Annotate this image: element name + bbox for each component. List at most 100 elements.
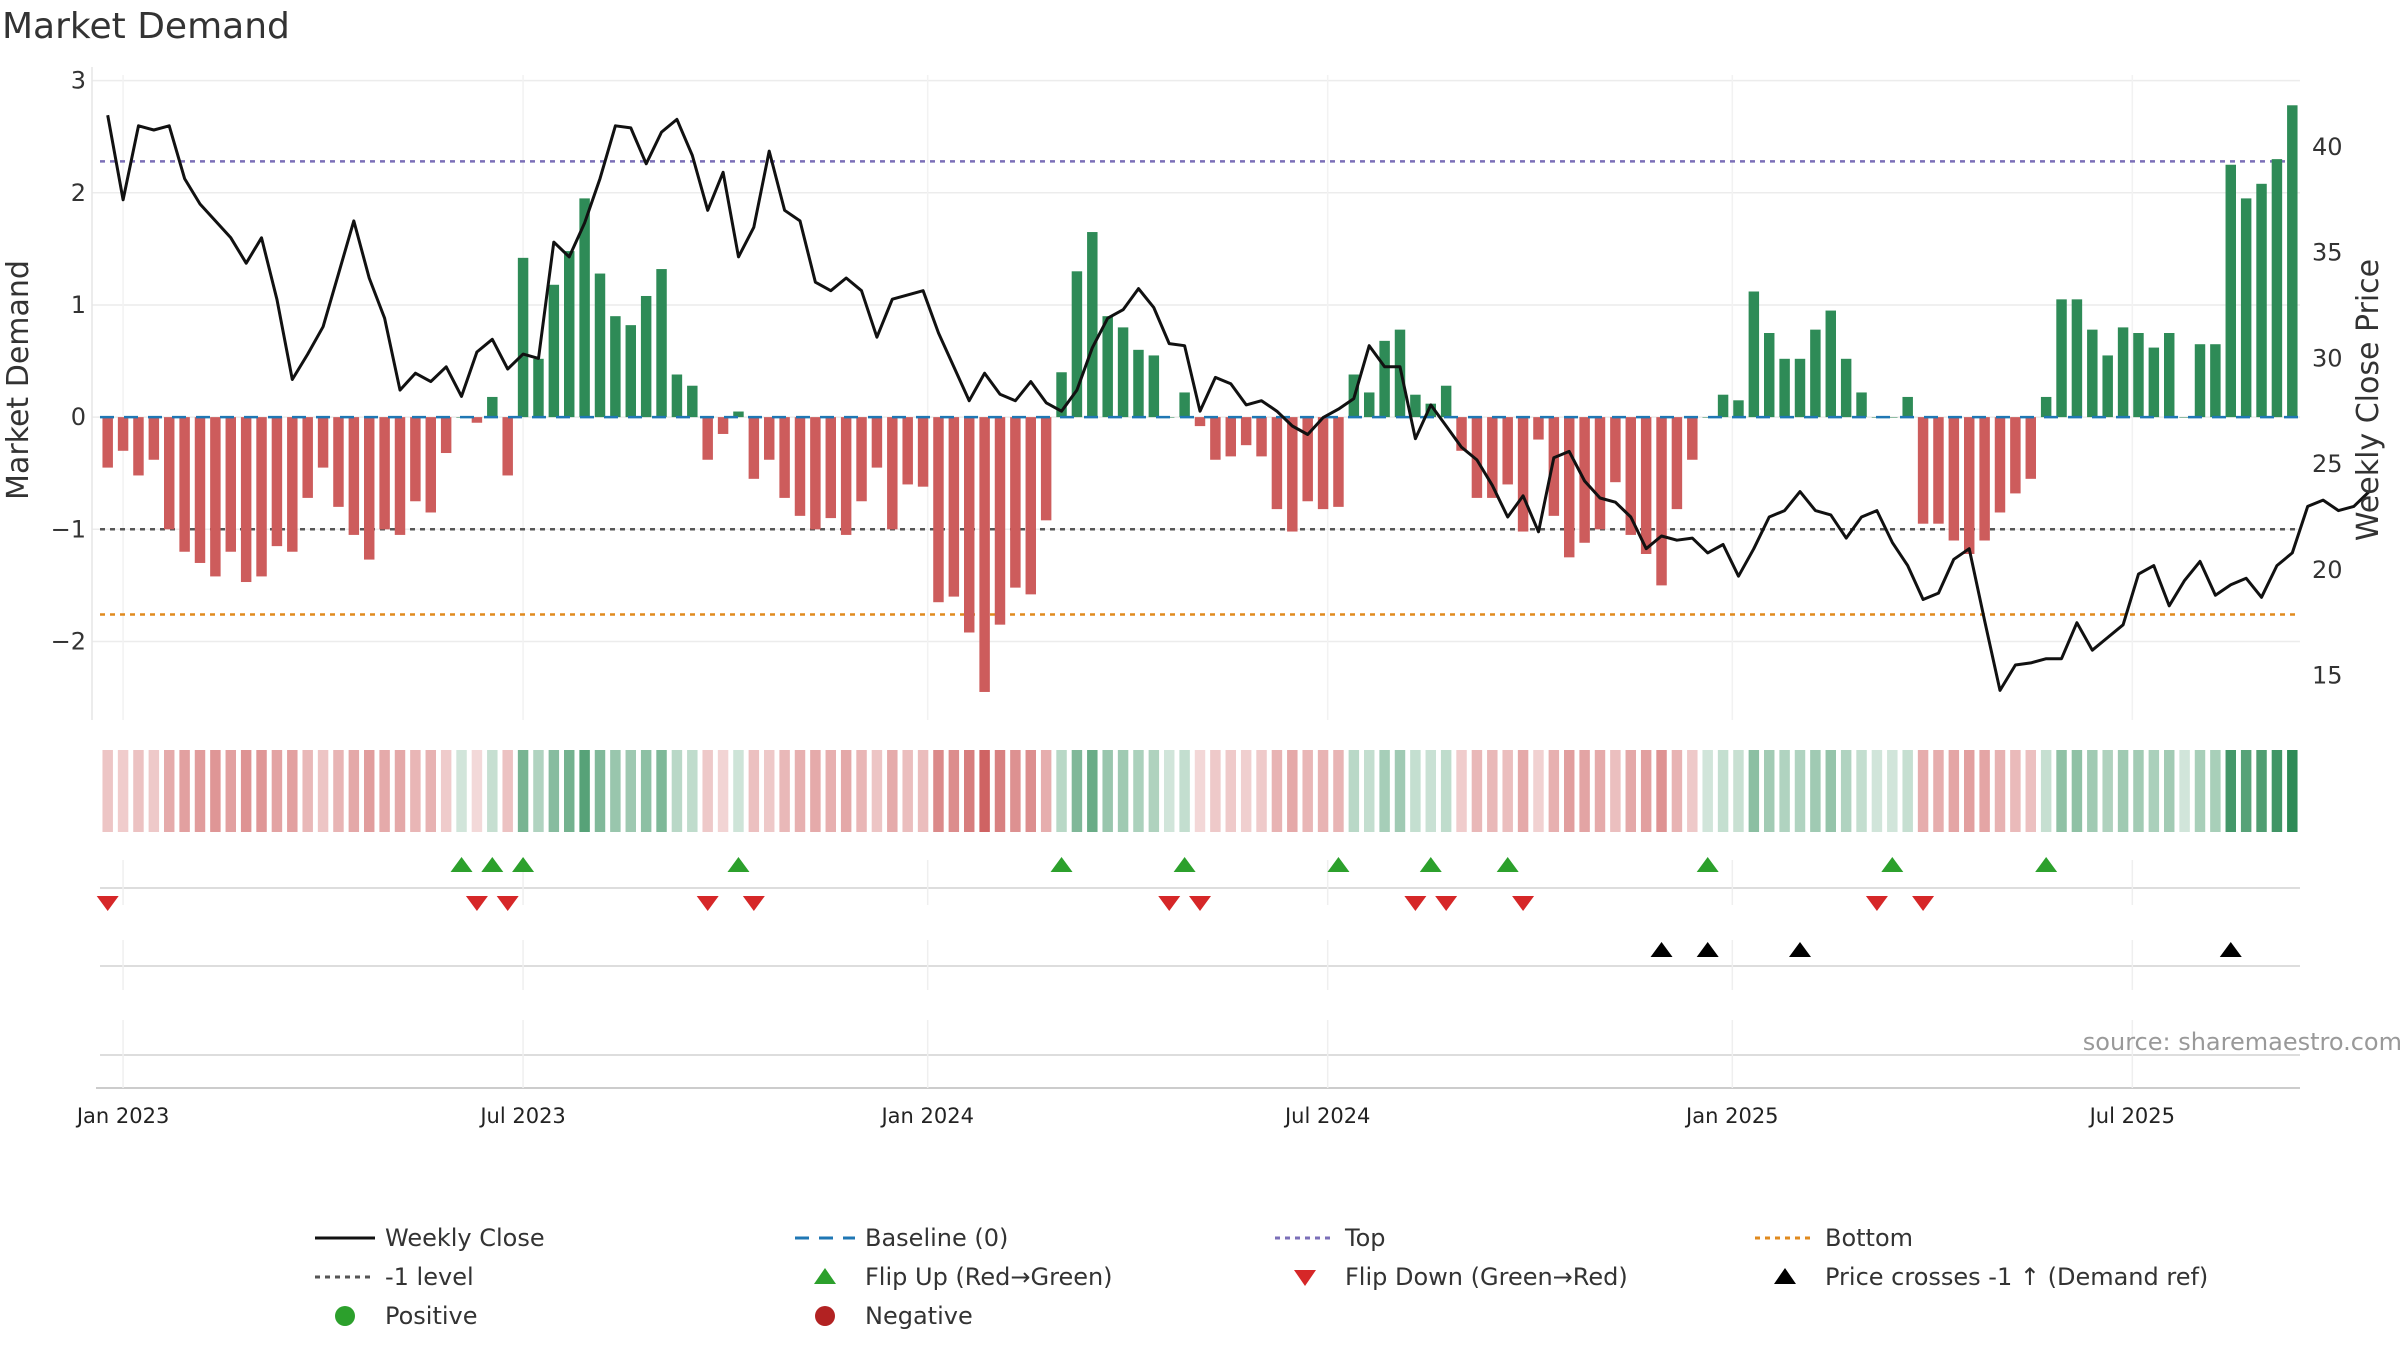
x-tick-label: Jul 2024 (1283, 1104, 1370, 1128)
flip-up-marker (1173, 857, 1196, 872)
heat-cell (1471, 750, 1483, 832)
heat-cell (594, 750, 606, 832)
price-cross-marker (2219, 942, 2242, 957)
right-axis-ticks: 40 35 30 25 20 15 (2312, 133, 2343, 690)
legend-swatch (1774, 1268, 1796, 1284)
demand-bar (717, 417, 729, 434)
flip-up-marker (481, 857, 504, 872)
flip-down-marker (1158, 896, 1181, 911)
left-axis-ticks: 3 2 1 0 −1 −2 (51, 67, 86, 656)
legend: Weekly Close Baseline (0) Top Bottom -1 leve… (315, 1224, 2208, 1330)
heat-cell (333, 750, 344, 832)
demand-bar (917, 417, 929, 487)
flip-down-marker (96, 896, 119, 911)
demand-bar (1610, 417, 1621, 483)
heat-cell (1548, 750, 1560, 832)
heat-cell (2256, 750, 2267, 832)
legend-label: Positive (385, 1302, 478, 1330)
demand-bar (379, 417, 390, 530)
left-tick-label: −1 (51, 515, 86, 543)
heat-cell (1994, 750, 2006, 832)
heat-cell (440, 750, 452, 832)
flip-up-marker (450, 857, 473, 872)
demand-bar (1733, 400, 1744, 418)
demand-bar (471, 417, 483, 423)
price-cross-marker (1789, 942, 1811, 957)
demand-bar (225, 417, 236, 552)
heat-cell (1225, 750, 1236, 832)
flip-down-marker (742, 896, 765, 911)
legend-item-flip_down: Flip Down (Green→Red) (1294, 1263, 1628, 1291)
heat-cell (1133, 750, 1144, 832)
legend-item-minus_one: -1 level (315, 1263, 474, 1291)
demand-bar (1779, 358, 1790, 418)
heat-cell (1948, 750, 1960, 832)
price-line (106, 114, 2371, 692)
demand-bar (1302, 417, 1313, 502)
heat-cell (948, 750, 960, 832)
heat-cell (702, 750, 713, 832)
demand-bar (964, 417, 975, 633)
heat-cell (117, 750, 129, 832)
demand-bar (317, 417, 329, 468)
demand-bar (102, 417, 113, 468)
heat-cell (210, 750, 221, 832)
legend-item-price: Weekly Close (315, 1224, 545, 1252)
heat-cell (148, 750, 160, 832)
heat-cell (1640, 750, 1652, 832)
demand-bar (1210, 417, 1221, 460)
heat-cell (194, 750, 206, 832)
heat-cell (1179, 750, 1190, 832)
demand-bar (1794, 358, 1806, 418)
heat-cell (1210, 750, 1221, 832)
heat-cell (2056, 750, 2067, 832)
flip-down-marker (1912, 896, 1935, 911)
demand-bar (256, 417, 267, 577)
heat-cell (1071, 750, 1083, 832)
legend-swatch (335, 1306, 355, 1326)
heat-cell (1840, 750, 1852, 832)
heat-cell (2025, 750, 2036, 832)
heat-cell (2148, 750, 2160, 832)
heat-cell (410, 750, 421, 832)
heat-cell (1979, 750, 1990, 832)
flip-up-marker (1881, 857, 1904, 872)
demand-bar (302, 417, 313, 498)
heat-cell (2133, 750, 2144, 832)
heat-cell (502, 750, 513, 832)
heat-cell (102, 750, 113, 832)
heat-cell (1517, 750, 1529, 832)
heat-cell (287, 750, 298, 832)
heat-cell (794, 750, 806, 832)
heat-cell (1687, 750, 1698, 832)
flip-down-marker (1865, 896, 1888, 911)
demand-bar (533, 358, 544, 418)
heat-cell (1810, 750, 1821, 832)
demand-bar (2148, 347, 2160, 418)
demand-bar (1887, 417, 1898, 418)
heat-cell (640, 750, 652, 832)
flip-signal-panel (96, 857, 2300, 911)
demand-bar (2194, 344, 2206, 418)
flip-up-marker (1050, 857, 1073, 872)
demand-bar (1225, 417, 1236, 457)
heat-cell (2225, 750, 2236, 832)
heat-cell (1102, 750, 1113, 832)
heat-cell (2102, 750, 2113, 832)
demand-bar (2240, 198, 2252, 418)
heat-cell (2210, 750, 2221, 832)
demand-bar (1964, 417, 1975, 554)
heat-cell (1302, 750, 1313, 832)
heat-cell (1779, 750, 1790, 832)
demand-bar (410, 417, 421, 502)
demand-bar (2133, 333, 2144, 418)
demand-bar (117, 417, 129, 451)
heat-cell (1610, 750, 1621, 832)
heat-cell (1794, 750, 1806, 832)
demand-bar (1502, 417, 1513, 485)
heat-cell (1256, 750, 1267, 832)
demand-bar (1333, 417, 1344, 507)
demand-bar (1671, 417, 1683, 510)
heat-cell (471, 750, 483, 832)
left-tick-label: −2 (51, 627, 86, 655)
